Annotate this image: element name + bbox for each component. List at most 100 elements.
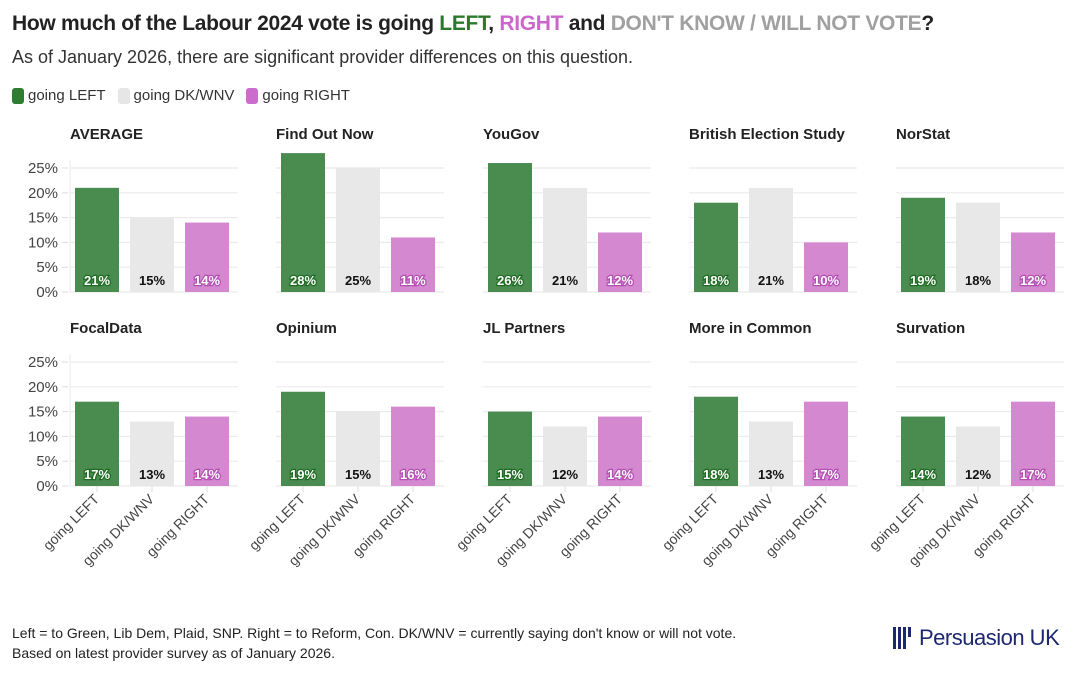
bar-dk <box>130 421 174 486</box>
legend-label-right: going RIGHT <box>262 87 350 104</box>
chart-title: How much of the Labour 2024 vote is goin… <box>12 12 934 36</box>
bar-dk <box>956 426 1000 486</box>
bar-right <box>185 416 229 486</box>
logo-bars-icon <box>893 627 913 649</box>
y-tick-label: 5% <box>36 259 58 276</box>
title-suffix: ? <box>921 12 934 35</box>
panel-title: YouGov <box>483 126 540 143</box>
y-tick-label: 5% <box>36 453 58 470</box>
legend-swatch-dk <box>117 87 130 104</box>
bar-value-label: 18% <box>703 273 729 288</box>
bar-dk <box>130 217 174 292</box>
bar-right <box>1011 401 1055 486</box>
bar-value-label: 14% <box>910 467 936 482</box>
bar-value-label: 17% <box>1020 467 1046 482</box>
bar-right <box>804 242 848 292</box>
bar-value-label: 19% <box>910 273 936 288</box>
bar-value-label: 12% <box>965 467 991 482</box>
bar-dk <box>336 411 380 486</box>
y-tick-label: 10% <box>28 428 58 445</box>
panel-title: Opinium <box>276 320 337 337</box>
bar-value-label: 26% <box>497 273 523 288</box>
bar-value-label: 19% <box>290 467 316 482</box>
y-tick-label: 0% <box>36 478 58 495</box>
legend-label-left: going LEFT <box>28 87 106 104</box>
bar-left <box>694 202 738 292</box>
title-dk: DON'T KNOW / WILL NOT VOTE <box>610 12 922 35</box>
title-sep1: , <box>488 12 500 35</box>
bar-value-label: 16% <box>400 467 426 482</box>
legend-item-dk: going DK/WNV <box>117 87 235 104</box>
bar-value-label: 11% <box>400 273 426 288</box>
bar-dk <box>749 421 793 486</box>
legend-item-right: going RIGHT <box>246 87 350 104</box>
y-tick-label: 0% <box>36 284 58 301</box>
bar-value-label: 14% <box>607 467 633 482</box>
panel-title: NorStat <box>896 126 950 143</box>
title-left: LEFT <box>439 12 489 35</box>
legend-swatch-left <box>12 87 24 104</box>
y-tick-label: 10% <box>28 234 58 251</box>
footer-line-1: Left = to Green, Lib Dem, Plaid, SNP. Ri… <box>12 625 737 641</box>
bar-value-label: 14% <box>194 273 220 288</box>
bar-left <box>694 396 738 486</box>
bar-value-label: 13% <box>139 467 165 482</box>
panel-title: British Election Study <box>689 126 846 143</box>
bar-dk <box>543 187 587 292</box>
bar-value-label: 12% <box>607 273 633 288</box>
bar-value-label: 10% <box>813 273 839 288</box>
legend: going LEFT going DK/WNV going RIGHT <box>12 87 362 104</box>
bar-left <box>75 187 119 292</box>
legend-label-dk: going DK/WNV <box>133 87 235 104</box>
bar-value-label: 17% <box>813 467 839 482</box>
footer-note: Left = to Green, Lib Dem, Plaid, SNP. Ri… <box>12 623 736 663</box>
bar-value-label: 12% <box>552 467 578 482</box>
bar-value-label: 21% <box>552 273 578 288</box>
bar-left <box>281 391 325 486</box>
bar-left <box>488 163 532 292</box>
panel-title: JL Partners <box>483 320 565 337</box>
panel-british-election-study: British Election Study 18% 21% 10% <box>689 126 857 293</box>
panel-find-out-now: Find Out Now 28% 25% 11% <box>276 126 444 293</box>
bar-left <box>901 197 945 292</box>
bar-value-label: 21% <box>84 273 110 288</box>
bar-right <box>391 406 435 486</box>
y-tick-label: 15% <box>28 210 58 227</box>
panel-title: Survation <box>896 320 965 337</box>
bar-value-label: 15% <box>345 467 371 482</box>
bar-right <box>598 232 642 292</box>
panel-title: FocalData <box>70 320 142 337</box>
bar-value-label: 15% <box>497 467 523 482</box>
bar-value-label: 18% <box>703 467 729 482</box>
bar-left <box>281 153 325 292</box>
bar-left <box>901 416 945 486</box>
panel-title: More in Common <box>689 320 812 337</box>
bar-value-label: 12% <box>1020 273 1046 288</box>
bar-value-label: 17% <box>84 467 110 482</box>
bar-dk <box>336 168 380 292</box>
bar-right <box>185 222 229 292</box>
panel-title: AVERAGE <box>70 126 143 143</box>
y-tick-label: 15% <box>28 404 58 421</box>
logo-text: Persuasion UK <box>919 625 1060 650</box>
bar-left <box>75 401 119 486</box>
bar-left <box>488 411 532 486</box>
bar-value-label: 21% <box>758 273 784 288</box>
bar-dk <box>543 426 587 486</box>
bar-right <box>598 416 642 486</box>
bar-value-label: 25% <box>345 273 371 288</box>
persuasion-uk-logo: Persuasion UK <box>893 625 1060 651</box>
panel-average: AVERAGE 0% 5% 10% 15% 20% 25% 21% 15% 14% <box>28 126 238 301</box>
title-right: RIGHT <box>499 12 564 35</box>
bar-right <box>804 401 848 486</box>
bar-dk <box>749 187 793 292</box>
bar-value-label: 14% <box>194 467 220 482</box>
bar-value-label: 18% <box>965 273 991 288</box>
bar-value-label: 13% <box>758 467 784 482</box>
title-sep2: and <box>563 12 611 35</box>
